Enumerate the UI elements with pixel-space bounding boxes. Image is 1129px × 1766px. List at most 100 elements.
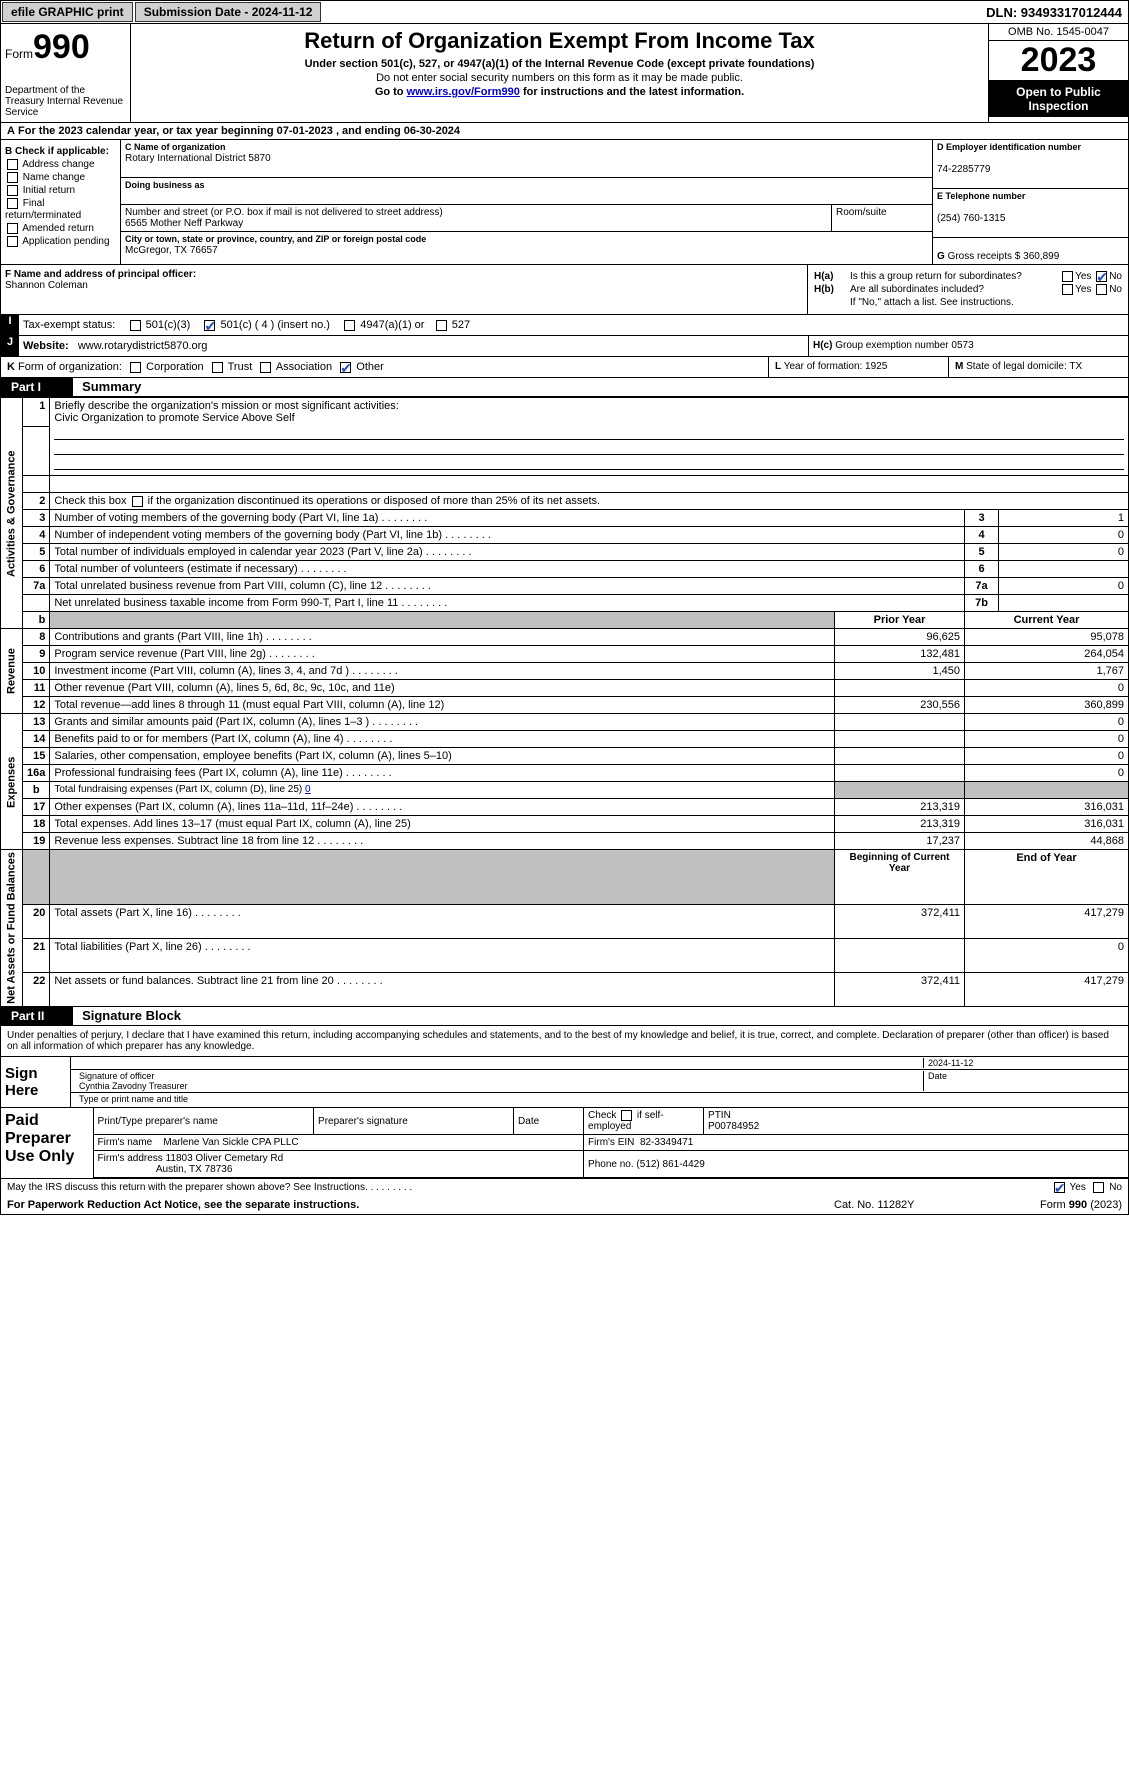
summary-table: Activities & Governance 1 Briefly descri…	[0, 397, 1129, 1007]
section-fh: F Name and address of principal officer:…	[0, 264, 1129, 314]
paid-preparer-table: Print/Type preparer's name Preparer's si…	[94, 1108, 1128, 1178]
goto-pre: Go to	[375, 86, 407, 98]
year-formation: Year of formation: 1925	[784, 361, 888, 372]
label-i: I	[1, 315, 19, 335]
irs-link[interactable]: www.irs.gov/Form990	[407, 86, 520, 98]
form-header: Form990 Department of the Treasury Inter…	[0, 24, 1129, 123]
section-b: B Check if applicable: Address change Na…	[1, 140, 121, 264]
addr-label: Number and street (or P.O. box if mail i…	[125, 207, 443, 218]
efile-print-button[interactable]: efile GRAPHIC print	[2, 2, 133, 22]
checkbox-name-change[interactable]	[7, 172, 18, 183]
firm-addr1: 11803 Oliver Cemetary Rd	[166, 1153, 284, 1164]
open-public-badge: Open to Public Inspection	[989, 81, 1128, 117]
part1-bar: Part I	[1, 378, 73, 396]
part1-title: Summary	[76, 379, 141, 394]
cb-4947[interactable]	[344, 320, 355, 331]
website-value: www.rotarydistrict5870.org	[78, 340, 208, 352]
org-name-label: C Name of organization	[125, 142, 226, 152]
phone-label: E Telephone number	[937, 191, 1025, 201]
section-h: H(a)Is this a group return for subordina…	[808, 265, 1128, 314]
firm-ein: 82-3349471	[640, 1137, 693, 1148]
cb-self-employed[interactable]	[621, 1110, 632, 1121]
officer-name: Shannon Coleman	[5, 280, 88, 291]
officer-label: F Name and address of principal officer:	[5, 269, 196, 280]
cb-other[interactable]	[340, 362, 351, 373]
cb-trust[interactable]	[212, 362, 223, 373]
page-footer: For Paperwork Reduction Act Notice, see …	[0, 1196, 1129, 1215]
gross-receipts-value: Gross receipts $ 360,899	[948, 251, 1060, 262]
cb-527[interactable]	[436, 320, 447, 331]
cb-corp[interactable]	[130, 362, 141, 373]
perjury-statement: Under penalties of perjury, I declare th…	[1, 1026, 1128, 1056]
ha-yes[interactable]	[1062, 271, 1073, 282]
vlabel-rev: Revenue	[1, 629, 23, 714]
city-value: McGregor, TX 76657	[125, 245, 218, 256]
room-label: Room/suite	[836, 207, 887, 218]
hb-no[interactable]	[1096, 284, 1107, 295]
sign-here-label: Sign Here	[1, 1057, 71, 1107]
state-domicile: State of legal domicile: TX	[966, 361, 1082, 372]
hb-yes[interactable]	[1062, 284, 1073, 295]
line1-label: Briefly describe the organization's miss…	[54, 400, 398, 412]
checkbox-application-pending[interactable]	[7, 236, 18, 247]
tax-year: 2023	[989, 41, 1128, 81]
ein-value: 74-2285779	[937, 164, 990, 175]
part2-bar: Part II	[1, 1007, 73, 1025]
cb-discontinued[interactable]	[132, 496, 143, 507]
subtitle-2: Do not enter social security numbers on …	[135, 72, 984, 84]
firm-phone: (512) 861-4429	[636, 1159, 704, 1170]
part1-header: Part I Summary	[0, 378, 1129, 397]
signature-block: Under penalties of perjury, I declare th…	[0, 1026, 1129, 1179]
firm-name: Marlene Van Sickle CPA PLLC	[163, 1137, 298, 1148]
vlabel-na: Net Assets or Fund Balances	[1, 850, 23, 1007]
subtitle-1: Under section 501(c), 527, or 4947(a)(1)…	[135, 58, 984, 70]
dept-label: Department of the Treasury Internal Reve…	[5, 85, 126, 118]
firm-addr2: Austin, TX 78736	[156, 1164, 233, 1175]
topbar: efile GRAPHIC print Submission Date - 20…	[0, 0, 1129, 24]
section-j-hc: J Website: www.rotarydistrict5870.org H(…	[0, 335, 1129, 356]
section-c: C Name of organizationRotary Internation…	[121, 140, 933, 264]
line1-value: Civic Organization to promote Service Ab…	[54, 412, 294, 424]
checkbox-initial-return[interactable]	[7, 185, 18, 196]
group-exemption: Group exemption number 0573	[835, 340, 973, 351]
discuss-no[interactable]	[1093, 1182, 1104, 1193]
section-i: I Tax-exempt status: 501(c)(3) 501(c) ( …	[0, 314, 1129, 335]
goto-post: for instructions and the latest informat…	[520, 86, 744, 98]
dba-label: Doing business as	[125, 180, 205, 190]
sig-date: 2024-11-12	[924, 1058, 1124, 1068]
cb-501c[interactable]	[204, 320, 215, 331]
city-label: City or town, state or province, country…	[125, 234, 426, 244]
cb-assoc[interactable]	[260, 362, 271, 373]
vlabel-ag: Activities & Governance	[1, 398, 23, 629]
form-title: Return of Organization Exempt From Incom…	[135, 28, 984, 54]
checkbox-address-change[interactable]	[7, 159, 18, 170]
phone-value: (254) 760-1315	[937, 213, 1005, 224]
paperwork-notice: For Paperwork Reduction Act Notice, see …	[1, 1196, 828, 1214]
line-a-tax-year: A For the 2023 calendar year, or tax yea…	[0, 123, 1129, 140]
checkbox-final-return[interactable]	[7, 198, 18, 209]
section-deg: D Employer identification number 74-22857…	[933, 140, 1128, 264]
ha-no[interactable]	[1096, 271, 1107, 282]
part2-header: Part II Signature Block	[0, 1007, 1129, 1026]
form-prefix: Form	[5, 47, 33, 61]
discuss-yes[interactable]	[1054, 1182, 1065, 1193]
cb-501c3[interactable]	[130, 320, 141, 331]
ein-label: D Employer identification number	[937, 142, 1081, 152]
ptin-value: P00784952	[708, 1121, 759, 1132]
vlabel-exp: Expenses	[1, 714, 23, 850]
section-b-label: B Check if applicable:	[5, 146, 116, 157]
checkbox-amended-return[interactable]	[7, 223, 18, 234]
paid-preparer-label: Paid Preparer Use Only	[1, 1108, 94, 1178]
entity-block: B Check if applicable: Address change Na…	[0, 140, 1129, 264]
section-f: F Name and address of principal officer:…	[1, 265, 808, 314]
org-name: Rotary International District 5870	[125, 153, 271, 164]
dln-value: DLN: 93493317012444	[986, 5, 1128, 20]
cat-no: Cat. No. 11282Y	[828, 1196, 978, 1214]
line16b-link[interactable]: 0	[305, 784, 311, 795]
section-klm: K Form of organization: Corporation Trus…	[0, 356, 1129, 378]
submission-date: Submission Date - 2024-11-12	[135, 2, 322, 22]
gross-receipts-label: G	[937, 251, 945, 262]
officer-sig: Cynthia Zavodny Treasurer	[79, 1081, 188, 1091]
label-j: J	[1, 336, 19, 356]
omb-number: OMB No. 1545-0047	[989, 24, 1128, 41]
